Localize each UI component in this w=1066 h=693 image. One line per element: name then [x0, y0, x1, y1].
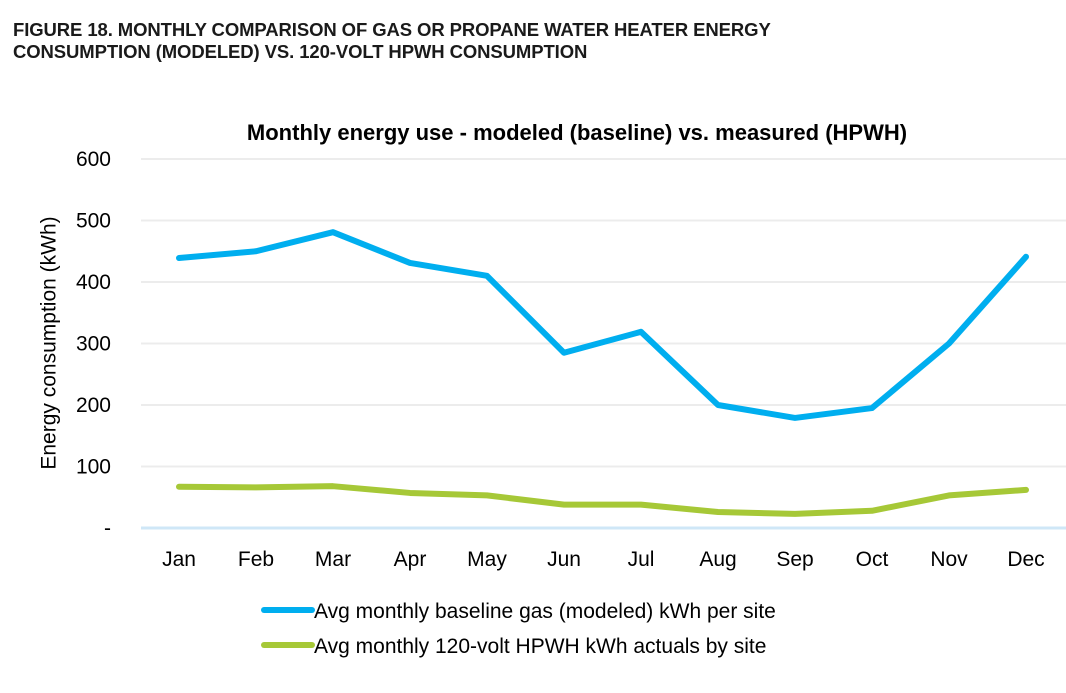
figure-caption-line-1: FIGURE 18. MONTHLY COMPARISON OF GAS OR … — [13, 19, 771, 40]
legend-item-hpwh-actuals: Avg monthly 120-volt HPWH kWh actuals by… — [261, 635, 766, 658]
y-tick-label: 300 — [76, 333, 111, 356]
chart-title: Monthly energy use - modeled (baseline) … — [247, 120, 907, 145]
x-axis-ticks: Jan Feb Mar Apr May Jun Jul Aug Sep Oct Nov Dec — [162, 548, 1045, 571]
y-axis-label-group: Energy consumption (kWh) — [38, 216, 61, 469]
series-lines — [176, 229, 1029, 517]
figure-caption-line-2: CONSUMPTION (MODELED) VS. 120-VOLT HPWH … — [13, 41, 588, 62]
y-axis-ticks: - 100 200 300 400 500 600 — [76, 148, 111, 540]
series-line-hpwh-actuals — [176, 483, 1029, 517]
series-line-baseline-gas — [176, 229, 1029, 421]
legend-label-hpwh-actuals: Avg monthly 120-volt HPWH kWh actuals by… — [314, 635, 766, 658]
legend-label-baseline-gas: Avg monthly baseline gas (modeled) kWh p… — [314, 600, 776, 623]
x-tick-label: Sep — [776, 548, 813, 571]
x-tick-label: Nov — [930, 548, 968, 571]
x-tick-label: May — [467, 548, 507, 571]
y-tick-label: - — [104, 517, 111, 540]
x-tick-label: Mar — [315, 548, 351, 571]
x-tick-label: Apr — [394, 548, 427, 571]
y-tick-label: 400 — [76, 271, 111, 294]
x-tick-label: Oct — [856, 548, 889, 571]
y-tick-label: 500 — [76, 210, 111, 233]
y-tick-label: 100 — [76, 456, 111, 479]
x-tick-label: Jun — [547, 548, 581, 571]
figure-caption: FIGURE 18. MONTHLY COMPARISON OF GAS OR … — [13, 19, 1013, 63]
y-tick-label: 600 — [76, 148, 111, 171]
x-tick-label: Aug — [699, 548, 736, 571]
x-tick-label: Feb — [238, 548, 274, 571]
legend: Avg monthly baseline gas (modeled) kWh p… — [261, 600, 776, 658]
y-tick-label: 200 — [76, 394, 111, 417]
x-tick-label: Dec — [1007, 548, 1044, 571]
y-axis-label: Energy consumption (kWh) — [38, 216, 61, 469]
x-tick-label: Jul — [628, 548, 655, 571]
legend-item-baseline-gas: Avg monthly baseline gas (modeled) kWh p… — [261, 600, 776, 623]
gridlines — [141, 158, 1066, 530]
x-tick-label: Jan — [162, 548, 196, 571]
